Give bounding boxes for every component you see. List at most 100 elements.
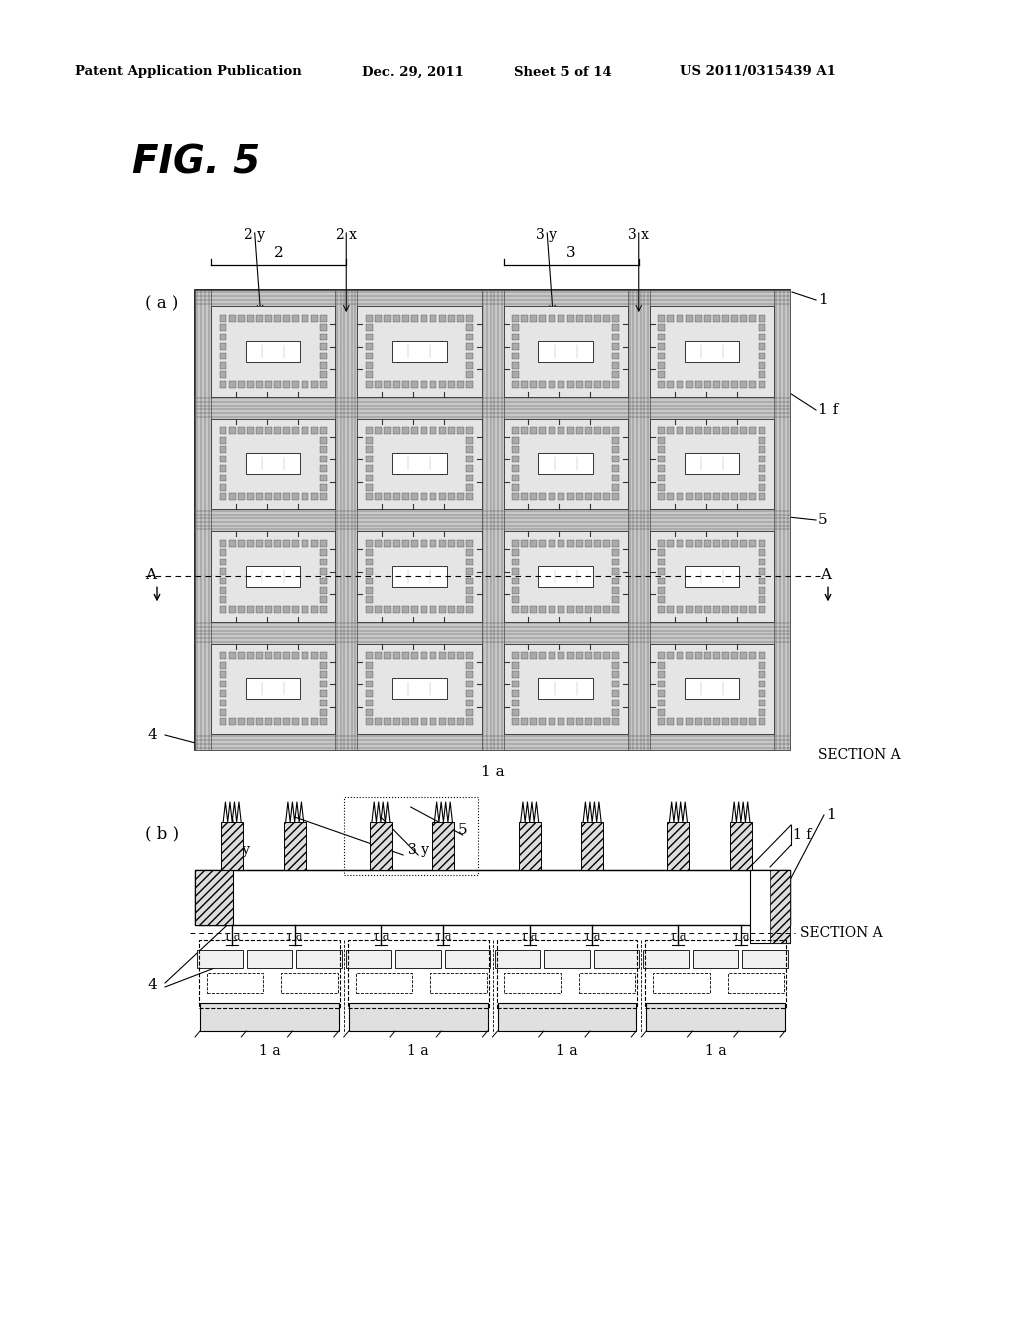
Bar xyxy=(512,652,519,659)
Bar xyxy=(695,652,701,659)
Bar xyxy=(265,540,272,546)
Bar xyxy=(512,484,519,491)
Bar xyxy=(703,381,711,388)
Bar xyxy=(319,690,327,697)
Bar xyxy=(759,549,765,556)
Bar xyxy=(319,568,327,576)
Bar xyxy=(750,718,757,725)
Bar xyxy=(612,718,620,725)
Bar xyxy=(319,718,327,725)
Text: 1 c: 1 c xyxy=(460,954,475,964)
Bar xyxy=(219,700,226,706)
Text: Patent Application Publication: Patent Application Publication xyxy=(75,66,302,78)
Bar xyxy=(366,606,373,612)
Text: 1 c: 1 c xyxy=(311,954,327,964)
Bar xyxy=(539,453,593,474)
Bar xyxy=(658,314,666,322)
Bar xyxy=(512,446,519,453)
Bar xyxy=(759,606,765,612)
Text: SECTION A: SECTION A xyxy=(800,927,883,940)
Bar xyxy=(466,718,473,725)
Bar xyxy=(530,381,538,388)
Bar xyxy=(727,973,784,993)
Bar xyxy=(466,484,473,491)
Bar xyxy=(219,314,226,322)
Bar xyxy=(653,973,710,993)
Bar xyxy=(384,540,391,546)
Bar xyxy=(366,681,373,688)
Bar xyxy=(438,606,445,612)
Bar xyxy=(594,652,601,659)
Bar xyxy=(585,606,592,612)
Bar xyxy=(438,718,445,725)
Bar xyxy=(512,540,519,546)
Bar xyxy=(668,718,674,725)
Text: 1 c: 1 c xyxy=(262,954,276,964)
Bar xyxy=(447,494,455,500)
Bar xyxy=(319,474,327,482)
Bar xyxy=(658,718,666,725)
Text: 1 f: 1 f xyxy=(818,403,839,417)
Bar xyxy=(319,681,327,688)
Bar xyxy=(759,343,765,350)
Bar xyxy=(310,314,317,322)
Bar xyxy=(566,606,573,612)
Bar xyxy=(438,652,445,659)
Bar xyxy=(466,587,473,594)
Bar xyxy=(466,371,473,379)
Bar xyxy=(722,718,729,725)
Bar xyxy=(703,652,711,659)
Bar xyxy=(668,494,674,500)
Bar xyxy=(238,718,245,725)
Bar xyxy=(219,690,226,697)
Bar xyxy=(293,428,299,434)
Bar xyxy=(530,428,538,434)
Bar xyxy=(658,568,666,576)
Bar xyxy=(759,587,765,594)
Text: 3 y: 3 y xyxy=(537,228,557,242)
Bar xyxy=(197,950,243,968)
Bar xyxy=(199,940,340,1008)
Bar xyxy=(466,597,473,603)
Bar xyxy=(421,314,427,322)
Bar xyxy=(693,950,738,968)
Bar xyxy=(219,343,226,350)
Bar xyxy=(466,671,473,678)
Bar xyxy=(759,465,765,471)
Bar xyxy=(612,587,620,594)
Text: Sheet 5 of 14: Sheet 5 of 14 xyxy=(514,66,611,78)
Bar xyxy=(195,734,790,750)
Bar xyxy=(319,494,327,500)
Bar xyxy=(319,709,327,715)
Bar xyxy=(695,540,701,546)
Bar xyxy=(457,314,464,322)
Bar xyxy=(677,494,683,500)
Bar xyxy=(447,381,455,388)
Bar xyxy=(612,494,620,500)
Bar xyxy=(421,718,427,725)
Bar xyxy=(759,661,765,668)
Text: 5: 5 xyxy=(818,513,827,527)
Bar xyxy=(722,314,729,322)
Bar xyxy=(770,870,790,942)
Text: 1 f: 1 f xyxy=(793,828,811,842)
Bar xyxy=(366,671,373,678)
Bar xyxy=(585,652,592,659)
Bar xyxy=(505,973,561,993)
Bar xyxy=(293,606,299,612)
Bar xyxy=(247,718,254,725)
Bar xyxy=(539,566,593,586)
Bar xyxy=(319,484,327,491)
Bar xyxy=(228,314,236,322)
Bar xyxy=(421,540,427,546)
Bar xyxy=(265,718,272,725)
Bar xyxy=(219,437,226,444)
Bar xyxy=(195,396,790,418)
Bar xyxy=(296,950,342,968)
Bar xyxy=(612,549,620,556)
Bar xyxy=(521,381,528,388)
Bar xyxy=(421,428,427,434)
Bar xyxy=(219,587,226,594)
Bar xyxy=(219,671,226,678)
Text: FIG. 5: FIG. 5 xyxy=(132,143,260,181)
